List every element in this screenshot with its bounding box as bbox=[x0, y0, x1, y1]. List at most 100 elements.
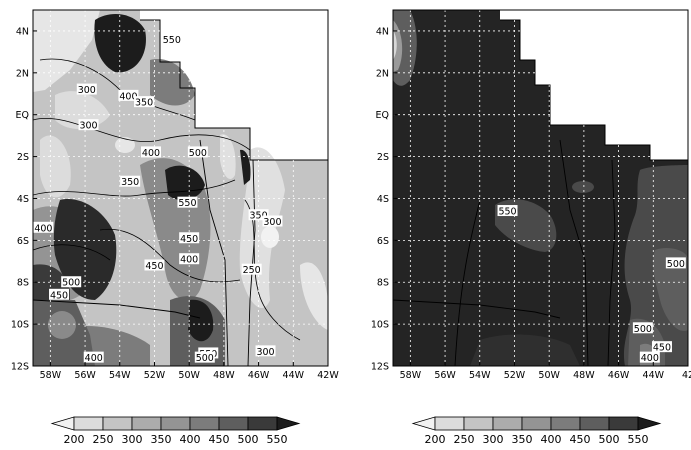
colorbar-label: 200 bbox=[425, 433, 446, 446]
colorbar-segment bbox=[463, 416, 494, 431]
contour-label: 450 bbox=[179, 232, 200, 245]
colorbar-segment bbox=[276, 416, 301, 431]
x-tick-label: 42 bbox=[682, 370, 691, 381]
svg-text:500: 500 bbox=[196, 353, 214, 364]
y-tick-label: 4S bbox=[17, 194, 29, 205]
svg-text:300: 300 bbox=[256, 347, 274, 358]
colorbar-label: 450 bbox=[570, 433, 591, 446]
svg-text:450: 450 bbox=[653, 343, 671, 354]
colorbar-segment bbox=[411, 416, 436, 431]
svg-text:450: 450 bbox=[50, 290, 68, 301]
colorbar-segment bbox=[189, 416, 220, 431]
colorbar-label: 500 bbox=[599, 433, 620, 446]
x-tick-label: 44W bbox=[643, 370, 665, 381]
colorbar-segment bbox=[608, 416, 639, 431]
y-tick-label: 6S bbox=[377, 236, 389, 247]
x-tick-label: 50W bbox=[178, 370, 200, 381]
colorbar-segment bbox=[50, 416, 75, 431]
contour-label: 400 bbox=[118, 89, 139, 102]
y-tick-label: 12S bbox=[371, 362, 389, 373]
colorbar-label: 400 bbox=[541, 433, 562, 446]
x-tick-label: 44W bbox=[283, 370, 305, 381]
colorbar-segment bbox=[434, 416, 465, 431]
y-tick-label: 6S bbox=[17, 236, 29, 247]
svg-text:350: 350 bbox=[121, 177, 139, 188]
y-tick-label: 2S bbox=[377, 152, 389, 163]
colorbar-segment bbox=[131, 416, 162, 431]
y-tick-label: 4N bbox=[376, 26, 389, 37]
contour-label: 450 bbox=[49, 288, 70, 301]
contour-label: 550 bbox=[161, 33, 182, 46]
y-tick-label: 8S bbox=[17, 278, 29, 289]
colorbar-segment bbox=[579, 416, 610, 431]
colorbar-segment bbox=[160, 416, 191, 431]
svg-text:550: 550 bbox=[178, 198, 196, 209]
contour-label: 500 bbox=[187, 146, 208, 159]
contour-label: 500 bbox=[194, 351, 215, 364]
contour-label: 350 bbox=[248, 209, 269, 222]
y-tick-label: 4S bbox=[377, 194, 389, 205]
x-tick-label: 46W bbox=[608, 370, 630, 381]
contour-label: 300 bbox=[78, 119, 99, 132]
x-tick-label: 56W bbox=[74, 370, 96, 381]
svg-text:300: 300 bbox=[79, 121, 97, 132]
contour-label: 500 bbox=[632, 322, 653, 335]
svg-text:250: 250 bbox=[243, 265, 261, 276]
svg-text:500: 500 bbox=[634, 324, 652, 335]
svg-text:300: 300 bbox=[263, 217, 281, 228]
svg-text:500: 500 bbox=[62, 278, 80, 289]
contour-label: 450 bbox=[144, 259, 165, 272]
contour-label: 550 bbox=[177, 196, 198, 209]
svg-text:400: 400 bbox=[34, 223, 52, 234]
contour-label: 450 bbox=[651, 341, 672, 354]
contour-label: 400 bbox=[639, 351, 660, 364]
contour-label: 300 bbox=[76, 83, 97, 96]
svg-text:400: 400 bbox=[641, 353, 659, 364]
colorbar-label: 350 bbox=[512, 433, 533, 446]
x-tick-label: 52W bbox=[144, 370, 166, 381]
y-tick-label: EQ bbox=[376, 110, 389, 121]
colorbar-left: 200 250 300 350 400 450 500 550 bbox=[50, 416, 301, 446]
x-tick-label: 54W bbox=[109, 370, 131, 381]
y-tick-label: 2S bbox=[17, 152, 29, 163]
svg-text:350: 350 bbox=[135, 98, 153, 109]
y-tick-label: 12S bbox=[11, 362, 29, 373]
contour-label: 350 bbox=[134, 96, 155, 109]
colorbar-segment bbox=[521, 416, 552, 431]
colorbar-label: 500 bbox=[238, 433, 259, 446]
svg-text:550: 550 bbox=[498, 207, 516, 218]
colorbar-label: 350 bbox=[151, 433, 172, 446]
x-tick-label: 58W bbox=[40, 370, 62, 381]
contour-label: 400 bbox=[33, 221, 54, 234]
contour-label: 400 bbox=[179, 253, 200, 266]
contour-label: 300 bbox=[255, 345, 276, 358]
colorbar-segment bbox=[73, 416, 104, 431]
colorbar-label: 550 bbox=[628, 433, 649, 446]
y-tick-label: EQ bbox=[16, 110, 29, 121]
svg-text:400: 400 bbox=[85, 353, 103, 364]
x-tick-label: 50W bbox=[538, 370, 560, 381]
contour-label: 500 bbox=[61, 276, 82, 289]
colorbar-segment bbox=[492, 416, 523, 431]
contour-label: 550 bbox=[497, 205, 518, 218]
contour-label: 400 bbox=[141, 146, 161, 159]
colorbar-right: 200 250 300 350 400 450 500 550 bbox=[411, 416, 662, 446]
contour-label: 400 bbox=[83, 351, 104, 364]
y-tick-label: 10S bbox=[11, 320, 29, 331]
y-tick-label: 2N bbox=[16, 68, 29, 79]
colorbar-segment bbox=[102, 416, 133, 431]
y-tick-label: 10S bbox=[371, 320, 389, 331]
svg-text:400: 400 bbox=[180, 255, 198, 266]
svg-text:550: 550 bbox=[163, 35, 181, 46]
x-tick-label: 48W bbox=[213, 370, 235, 381]
colorbar-label: 200 bbox=[64, 433, 85, 446]
x-tick-label: 54W bbox=[469, 370, 491, 381]
colorbar-segment bbox=[218, 416, 249, 431]
colorbar-segment bbox=[550, 416, 581, 431]
svg-text:450: 450 bbox=[180, 234, 198, 245]
svg-text:450: 450 bbox=[145, 261, 163, 272]
svg-text:350: 350 bbox=[250, 211, 268, 222]
